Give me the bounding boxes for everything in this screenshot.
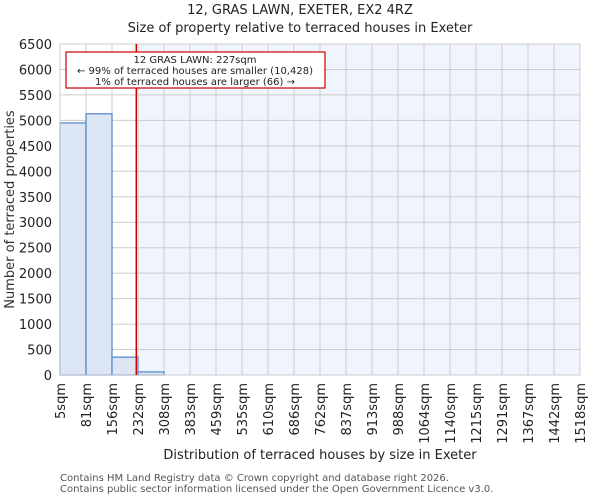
y-tick-label: 4500: [19, 140, 52, 155]
x-tick-label: 837sqm: [340, 383, 355, 436]
annotation-line3: 1% of terraced houses are larger (66) →: [95, 77, 295, 88]
x-axis-label: Distribution of terraced houses by size …: [163, 448, 477, 463]
x-tick-label: 1518sqm: [574, 383, 589, 444]
x-tick-label: 383sqm: [184, 383, 199, 436]
chart-subtitle: Size of property relative to terraced ho…: [127, 21, 473, 36]
footer-copyright: Contains HM Land Registry data © Crown c…: [60, 473, 449, 484]
x-tick-label: 81sqm: [80, 383, 95, 427]
annotation-line1: 12 GRAS LAWN: 227sqm: [134, 55, 257, 66]
x-tick-label: 1442sqm: [548, 383, 563, 444]
histogram-bar: [111, 356, 139, 376]
x-tick-label: 686sqm: [288, 383, 303, 436]
y-axis-label: Number of terraced properties: [3, 110, 18, 309]
y-tick-label: 2000: [19, 267, 52, 282]
y-tick-label: 5500: [19, 89, 52, 104]
y-tick-label: 500: [27, 344, 52, 359]
x-tick-label: 535sqm: [236, 383, 251, 436]
annotation-line2: ← 99% of terraced houses are smaller (10…: [77, 66, 313, 77]
x-tick-label: 459sqm: [210, 383, 225, 436]
histogram-bar: [59, 122, 87, 376]
histogram-bar: [85, 113, 113, 376]
x-tick-label: 762sqm: [314, 383, 329, 436]
y-tick-label: 3000: [19, 216, 52, 231]
histogram-chart: 0 500 1000 1500 2000 2500 3000 3500 4000 4500 5000…: [3, 38, 589, 463]
x-tick-label: 156sqm: [106, 383, 121, 436]
x-tick-label: 232sqm: [132, 383, 147, 436]
y-tick-label: 6000: [19, 63, 52, 78]
x-tick-label: 1291sqm: [496, 383, 511, 444]
x-tick-label: 1367sqm: [522, 383, 537, 444]
x-tick-label: 1064sqm: [418, 383, 433, 444]
y-tick-label: 6500: [19, 38, 52, 53]
annotation-box: [65, 51, 326, 89]
y-tick-label: 0: [44, 369, 52, 384]
x-tick-label: 5sqm: [54, 383, 69, 419]
y-tick-label: 4000: [19, 165, 52, 180]
x-tick-label: 913sqm: [366, 383, 381, 436]
y-tick-label: 5000: [19, 114, 52, 129]
x-tick-label: 308sqm: [158, 383, 173, 436]
larger-region-shade: [136, 44, 580, 375]
x-tick-label: 1215sqm: [470, 383, 485, 444]
x-tick-label: 610sqm: [262, 383, 277, 436]
x-tick-label: 988sqm: [392, 383, 407, 436]
y-tick-label: 1500: [19, 293, 52, 308]
footer-licence: Contains public sector information licen…: [60, 484, 494, 495]
x-tick-label: 1140sqm: [444, 383, 459, 444]
plot-frame: [59, 43, 581, 376]
y-tick-label: 3500: [19, 191, 52, 206]
y-tick-label: 1000: [19, 318, 52, 333]
y-tick-label: 2500: [19, 242, 52, 257]
chart-title: 12, GRAS LAWN, EXETER, EX2 4RZ: [187, 3, 413, 18]
